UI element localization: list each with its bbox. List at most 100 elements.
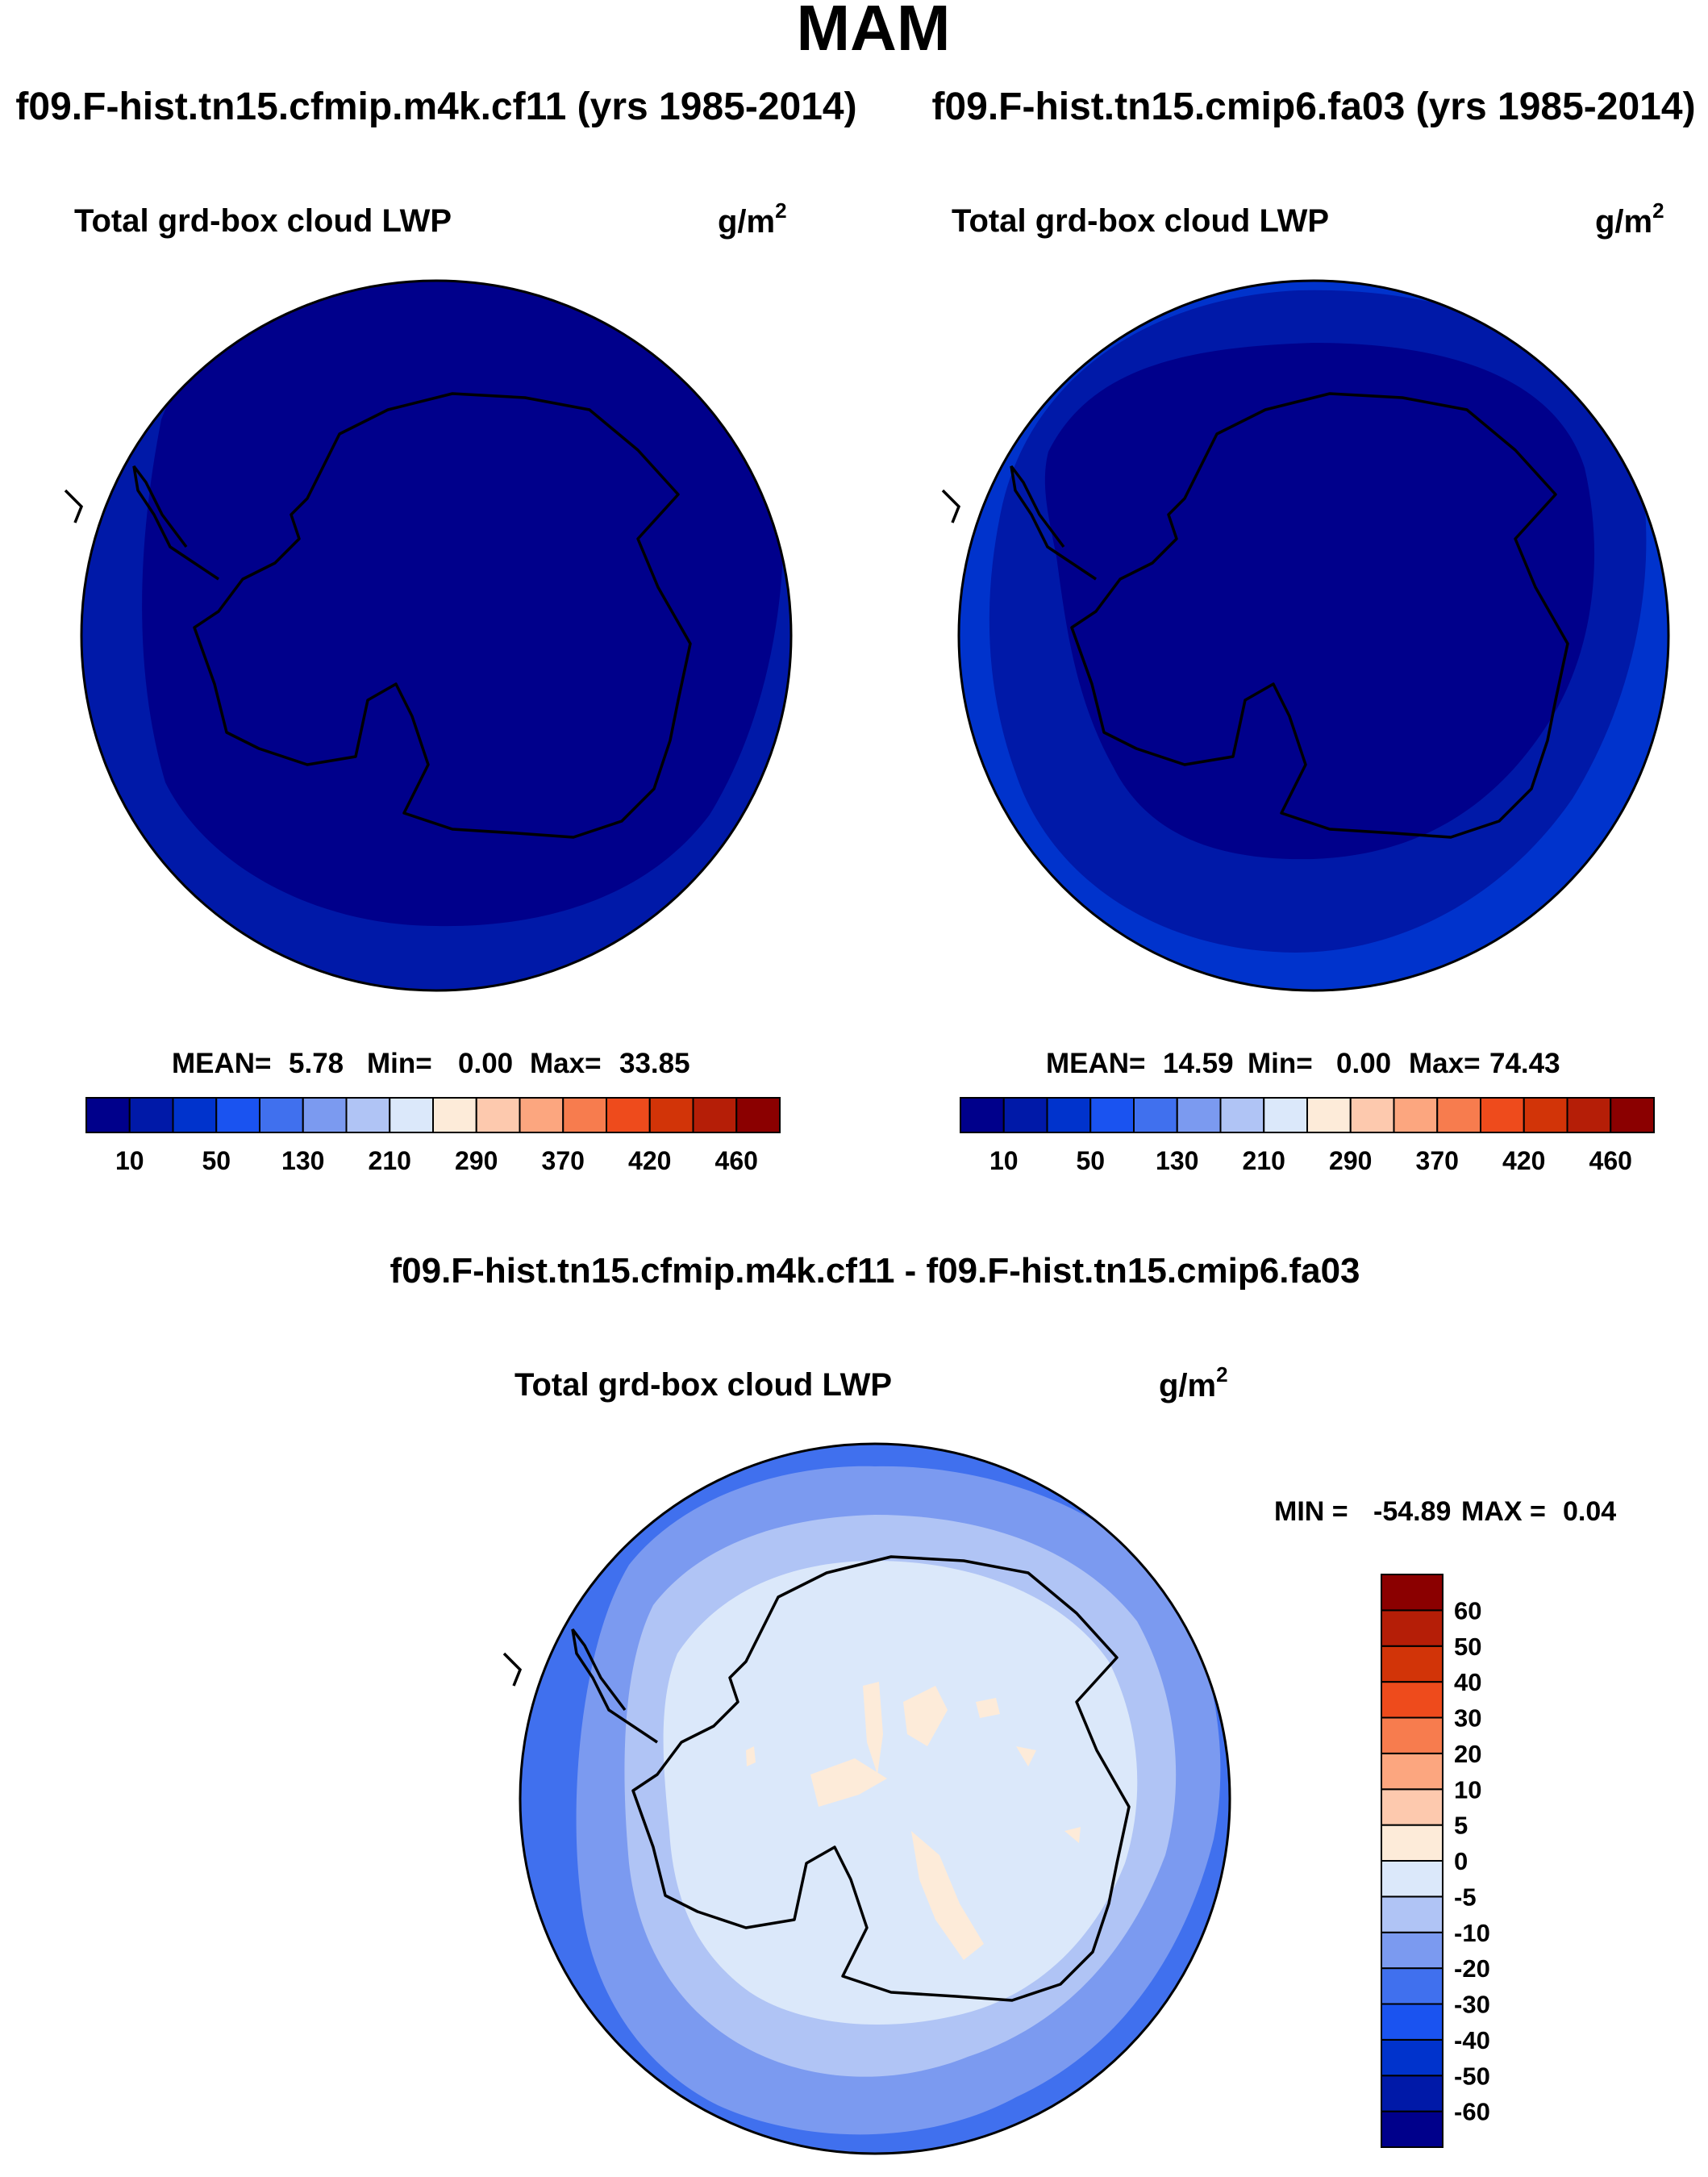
panel-diff-colorbar-swatch: [1381, 1645, 1443, 1683]
panel-diff-region-interior: [663, 1561, 1138, 2025]
panel-left-max-label: Max=: [530, 1048, 602, 1079]
panel-left-colorbar-swatch: [519, 1097, 564, 1133]
panel-left-colorbar-tick-label: 50: [202, 1146, 231, 1175]
panel-left-south-america-tip: [64, 489, 84, 523]
panel-left-colorbar-tick-label: 460: [715, 1146, 758, 1175]
panel-diff-colorbar-swatch: [1381, 1681, 1443, 1719]
panel-left-colorbar-tick-label: 210: [369, 1146, 411, 1175]
panel-right-coastline: [1070, 392, 1569, 839]
panel-diff-map-border: [519, 1442, 1231, 2155]
panel-right-colorbar-swatch: [1393, 1097, 1439, 1133]
panel-right-units-base: g/m: [1595, 204, 1652, 240]
panel-diff-colorbar-tick-label: 5: [1454, 1812, 1468, 1840]
panel-diff-south-america-tip: [502, 1652, 523, 1687]
panel-left-colorbar-swatch: [735, 1097, 781, 1133]
panel-diff-colorbar-tick-label: -10: [1454, 1919, 1490, 1947]
panel-right-min-value: 0.00: [1336, 1048, 1391, 1079]
panel-right-colorbar-swatch: [1610, 1097, 1655, 1133]
panel-diff-region-plateau-patches: [746, 1682, 1081, 1960]
panel-right-mean-value: 14.59: [1163, 1048, 1234, 1079]
panel-left-colorbar-tick-label: 130: [281, 1146, 324, 1175]
panel-right-colorbar-swatch: [1436, 1097, 1481, 1133]
panel-right-colorbar-tick-label: 130: [1156, 1146, 1198, 1175]
panel-diff-colorbar-swatch: [1381, 2038, 1443, 2077]
panel-right-antarctica: [941, 392, 1569, 839]
panel-diff-colorbar-tick-label: -60: [1454, 2098, 1490, 2126]
panel-diff-colorbar-swatch: [1381, 1895, 1443, 1933]
panel-left-antarctica: [64, 392, 692, 839]
panel-right-map-border: [957, 279, 1670, 992]
panel-right-colorbar-tick-label: 210: [1243, 1146, 1285, 1175]
panel-left-units-base: g/m: [718, 204, 775, 240]
panel-right-south-america-tip: [941, 489, 961, 523]
panel-diff-map: [520, 1444, 1230, 2154]
panel-diff-colorbar-swatch: [1381, 2003, 1443, 2041]
panel-diff-colorbar-tick-label: 40: [1454, 1668, 1481, 1696]
panel-left-min-value: 0.00: [458, 1048, 513, 1079]
panel-diff-colorbar-swatch: [1381, 1609, 1443, 1647]
panel-left-colorbar-swatch: [345, 1097, 391, 1133]
panel-diff-colorbar-swatch: [1381, 2110, 1443, 2148]
panel-left-max-value: 33.85: [619, 1048, 690, 1079]
panel-right-region-interior: [1044, 343, 1595, 860]
panel-left-region-interior: [142, 281, 784, 927]
panel-diff-min-value: -54.89: [1373, 1496, 1451, 1527]
panel-diff-colorbar-tick-label: 30: [1454, 1704, 1481, 1733]
panel-diff-min-label: MIN =: [1274, 1496, 1348, 1527]
panel-diff-colorbar-swatch: [1381, 2075, 1443, 2112]
season-title: MAM: [796, 0, 950, 64]
panel-right-colorbar-swatch: [1046, 1097, 1092, 1133]
panel-right-colorbar-swatch: [1306, 1097, 1352, 1133]
panel-right-colorbar-swatch: [960, 1097, 1005, 1133]
panel-left-units: g/m2: [718, 198, 787, 240]
panel-diff-max-value: 0.04: [1563, 1496, 1616, 1527]
panel-right-colorbar-swatch: [1176, 1097, 1222, 1133]
panel-right-map: [959, 281, 1668, 990]
panel-left-colorbar-swatch: [389, 1097, 434, 1133]
panel-diff-colorbar-tick-label: -5: [1454, 1883, 1477, 1911]
panel-diff: Total grd-box cloud LWP g/m2: [502, 1362, 1616, 2155]
panel-left-coastline: [193, 392, 692, 839]
panel-diff-stats: MIN = -54.89 MAX = 0.04: [1274, 1496, 1616, 1527]
panel-right-colorbar-tick-label: 420: [1502, 1146, 1545, 1175]
panel-diff-colorbar-swatch: [1381, 1716, 1443, 1754]
panel-diff-colorbar-tick-label: -50: [1454, 2062, 1490, 2090]
panel-right-colorbar-tick-label: 460: [1589, 1146, 1632, 1175]
panel-right-colorbar-tick-label: 290: [1329, 1146, 1372, 1175]
panel-right-max-value: 74.43: [1489, 1048, 1560, 1079]
panel-diff-colorbar-tick-label: -30: [1454, 1991, 1490, 2019]
panel-left-mean-label: MEAN=: [172, 1048, 272, 1079]
panel-right-stats: MEAN= 14.59 Min= 0.00 Max= 74.43: [1046, 1048, 1560, 1079]
panel-left-colorbar-tick-label: 290: [455, 1146, 498, 1175]
panel-left-colorbar-swatch: [475, 1097, 521, 1133]
panel-diff-colorbar-swatch: [1381, 1967, 1443, 2005]
panel-diff-antarctica: [502, 1555, 1131, 2002]
panel-right-colorbar-swatch: [1219, 1097, 1265, 1133]
panel-right-title: f09.F-hist.tn15.cmip6.fa03 (yrs 1985-201…: [931, 85, 1695, 128]
panel-right-colorbar: 10 50 130 210 290 370 420 460: [960, 1097, 1655, 1175]
panel-left-colorbar-swatch: [432, 1097, 477, 1133]
panel-right-colorbar-tick-label: 50: [1076, 1146, 1105, 1175]
panel-left-colorbar-swatch: [128, 1097, 174, 1133]
panel-right-units-exponent: 2: [1652, 198, 1664, 223]
panel-diff-colorbar-tick-label: 60: [1454, 1596, 1481, 1624]
panel-diff-units-exponent: 2: [1216, 1362, 1227, 1387]
panel-right-colorbar-swatch: [1089, 1097, 1135, 1133]
panel-diff-colorbar-tick-label: -20: [1454, 1954, 1490, 1983]
panel-left-colorbar-swatch: [562, 1097, 607, 1133]
panel-diff-colorbar-swatch: [1381, 1824, 1443, 1862]
panel-diff-units-base: g/m: [1159, 1368, 1216, 1403]
panel-diff-colorbar-tick-label: -40: [1454, 2026, 1490, 2054]
panel-left-colorbar-swatch: [215, 1097, 260, 1133]
panel-right-peninsula: [1010, 465, 1097, 581]
panel-right-min-label: Min=: [1248, 1048, 1313, 1079]
panel-right-colorbar-swatch: [1133, 1097, 1178, 1133]
panel-left: f09.F-hist.tn15.cfmip.m4k.cf11 (yrs 1985…: [15, 85, 856, 1175]
panel-right-colorbar-swatch: [1523, 1097, 1568, 1133]
panel-left-colorbar-tick-label: 10: [115, 1146, 144, 1175]
panel-right-colorbar-swatch: [1566, 1097, 1612, 1133]
panel-left-stats: MEAN= 5.78 Min= 0.00 Max= 33.85: [172, 1048, 690, 1079]
diff-panel-heading: f09.F-hist.tn15.cfmip.m4k.cf11 - f09.F-h…: [390, 1251, 1360, 1291]
